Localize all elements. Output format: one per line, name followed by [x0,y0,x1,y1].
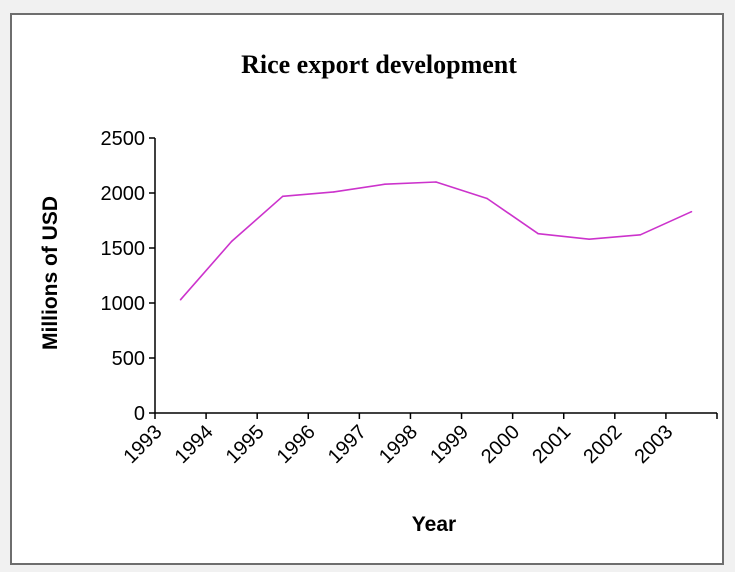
data-point [588,238,591,240]
y-tick-label: 2500 [101,128,146,150]
x-tick-label: 2000 [477,421,524,468]
data-point [179,298,182,301]
x-tick-label: 1999 [426,421,473,468]
x-tick-label: 1993 [120,421,167,468]
y-axis: 0 500 1000 1500 2000 2500 [101,128,156,425]
series-layer [179,181,693,301]
x-tick-label: 2002 [579,421,626,468]
data-point [333,191,335,193]
data-point [435,181,437,183]
line-chart: Rice export development 0 500 1000 1500 2000… [39,50,718,536]
x-axis: 1993 1994 1995 1996 1997 1998 1999 2000 2001 2002… [120,412,718,468]
y-tick-label: 0 [134,403,145,425]
data-point [384,183,386,185]
y-tick-label: 500 [112,348,145,370]
y-tick-label: 1000 [101,293,146,315]
x-tick-label: 1995 [222,421,269,468]
data-point [639,234,642,236]
x-axis-title: Year [412,513,456,536]
x-tick-label: 1994 [171,421,218,468]
x-tick-label: 1997 [324,421,371,468]
series-line [179,181,692,301]
data-point [537,232,539,235]
data-point [690,210,693,213]
x-tick-label: 2003 [630,421,677,468]
x-tick-label: 1996 [273,421,320,468]
data-point [486,197,488,200]
data-point [230,240,233,243]
y-axis-title: Millions of USD [39,196,62,350]
y-tick-label: 2000 [101,183,146,205]
y-tick-label: 1500 [101,238,146,260]
x-tick-label: 1998 [375,421,422,468]
data-point [281,195,284,198]
x-tick-label: 2001 [528,421,575,468]
chart-title: Rice export development [241,50,517,79]
chart-frame: Rice export development 0 500 1000 1500 2000… [10,13,724,565]
